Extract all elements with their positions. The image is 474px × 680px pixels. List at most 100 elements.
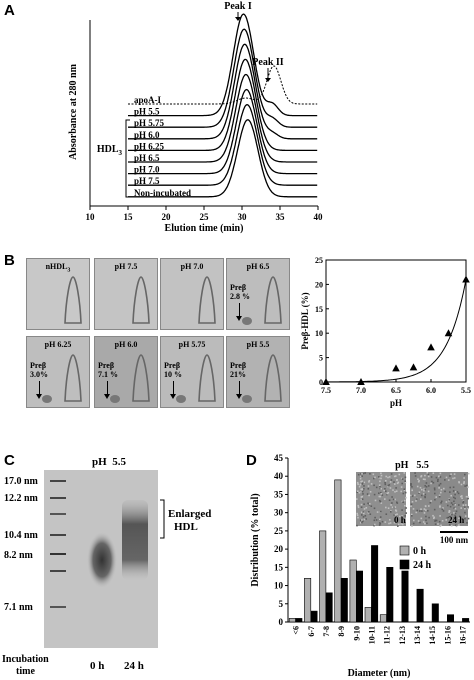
preb-band bbox=[110, 395, 120, 403]
y-tick-label: 0 bbox=[279, 617, 284, 627]
data-point bbox=[322, 378, 330, 385]
x-tick-label: 13-14 bbox=[413, 626, 422, 645]
band-0h bbox=[87, 532, 117, 588]
gel-thumbnail: pH 6.0 Preβ 7.1 % bbox=[94, 336, 158, 408]
data-point bbox=[427, 343, 435, 351]
x-tick-label: <6 bbox=[292, 626, 301, 635]
y-tick-label: 20 bbox=[315, 280, 323, 289]
bar-24h bbox=[371, 545, 379, 623]
elution-x-tick: 30 bbox=[238, 212, 248, 222]
trace-label: apoA-I bbox=[134, 95, 162, 105]
hdl3-label: HDL3 bbox=[97, 144, 123, 157]
y-tick-label: 10 bbox=[274, 581, 284, 591]
down-arrow-icon bbox=[36, 381, 42, 399]
gel-thumbnail: pH 5.75 Preβ 10 % bbox=[160, 336, 224, 408]
scatter-x-label: pH bbox=[390, 398, 402, 408]
marker-ladder bbox=[50, 480, 66, 608]
elution-trace bbox=[128, 88, 318, 175]
data-point bbox=[462, 275, 470, 283]
elution-x-tick: 10 bbox=[86, 212, 96, 222]
alpha-band bbox=[64, 354, 82, 402]
legend-swatch bbox=[399, 545, 410, 556]
plot-frame bbox=[325, 259, 467, 383]
data-point bbox=[392, 364, 400, 372]
gel-thumbnail: pH 6.5 Preβ 2.8 % bbox=[226, 258, 290, 330]
alpha-band bbox=[264, 354, 282, 402]
x-tick-label: 5.5 bbox=[461, 386, 471, 395]
bar-24h bbox=[325, 592, 333, 623]
bar-24h bbox=[340, 578, 348, 623]
scale-bar-label: 100 nm bbox=[440, 535, 469, 545]
gel-label: pH 7.0 bbox=[180, 262, 204, 271]
preb-band bbox=[42, 395, 52, 403]
y-tick-label: 40 bbox=[274, 471, 284, 481]
legend-label: 0 h bbox=[413, 546, 427, 557]
em-inset bbox=[356, 472, 470, 528]
trace-label: pH 6.25 bbox=[134, 141, 165, 151]
peak2-label: Peak II bbox=[252, 57, 284, 68]
trace-label: Non-incubated bbox=[134, 188, 191, 198]
gel-thumbnail: pH 7.5 bbox=[94, 258, 158, 330]
preb-band bbox=[242, 395, 252, 403]
bar-24h bbox=[356, 570, 364, 623]
y-tick-label: 5 bbox=[279, 599, 284, 609]
elution-trace bbox=[128, 119, 318, 198]
trace-label: pH 5.5 bbox=[134, 107, 160, 117]
bar-24h bbox=[416, 588, 424, 623]
peak1-label: Peak I bbox=[224, 1, 252, 12]
marker-17: 17.0 nm bbox=[4, 476, 38, 487]
y-tick-label: 20 bbox=[274, 544, 284, 554]
elution-trace bbox=[128, 43, 318, 140]
preb-band bbox=[242, 317, 252, 325]
elution-x-tick: 20 bbox=[162, 212, 172, 222]
bar-0h bbox=[334, 479, 342, 623]
preb-annotation: Preβ 3.0% bbox=[30, 361, 48, 379]
x-tick-label: 6.5 bbox=[391, 386, 401, 395]
data-point bbox=[357, 378, 365, 385]
inset-24h-label: 24 h bbox=[448, 515, 464, 525]
down-arrow-icon bbox=[104, 381, 110, 399]
incubation-label: Incubation time bbox=[2, 654, 49, 677]
x-tick-label: 7.5 bbox=[321, 386, 331, 395]
elution-y-label: Absorbance at 280 nm bbox=[68, 63, 79, 160]
preb-annotation: Preβ 10 % bbox=[164, 361, 182, 379]
x-tick-label: 7.0 bbox=[356, 386, 366, 395]
x-tick-label: 12-13 bbox=[398, 626, 407, 645]
bar-24h bbox=[386, 567, 394, 623]
bar-0h bbox=[304, 578, 312, 623]
inset-0h-label: 0 h bbox=[394, 515, 406, 525]
trace-label: pH 7.5 bbox=[134, 176, 160, 186]
alpha-band bbox=[64, 276, 82, 324]
bar-24h bbox=[431, 603, 439, 623]
alpha-band bbox=[198, 354, 216, 402]
y-tick-label: 0 bbox=[319, 378, 323, 387]
elution-trace bbox=[128, 28, 318, 128]
marker-10: 10.4 nm bbox=[4, 530, 38, 541]
gel-label: nHDL3 bbox=[45, 262, 71, 274]
elution-chart: 10 15 20 25 30 35 40 Elution time (min) Absorb… bbox=[68, 1, 324, 234]
elution-trace bbox=[128, 13, 318, 117]
y-tick-label: 5 bbox=[319, 354, 323, 363]
elution-x-tick: 25 bbox=[200, 212, 210, 222]
x-tick-label: 6-7 bbox=[307, 626, 316, 637]
bar-24h bbox=[447, 614, 455, 623]
alpha-band bbox=[264, 276, 282, 324]
gel-thumbnail: pH 6.25 Preβ 3.0% bbox=[26, 336, 90, 408]
elution-trace bbox=[128, 104, 318, 186]
y-tick-label: 15 bbox=[315, 305, 323, 314]
bar-y-label: Distribution (% total) bbox=[250, 493, 261, 586]
diameter-distribution-chart: pH 5.5 0 h 24 h 100 nm 0 5 10 15 20 25 30 35 40 45 <6 6-… bbox=[250, 453, 470, 679]
data-point bbox=[409, 363, 418, 371]
panel-label-c: C bbox=[4, 452, 15, 469]
elution-trace bbox=[128, 58, 318, 152]
x-tick-label: 8-9 bbox=[337, 626, 346, 637]
fit-curve bbox=[326, 279, 467, 383]
y-tick-label: 10 bbox=[315, 329, 323, 338]
alpha-band bbox=[132, 354, 150, 402]
trace-label: pH 6.5 bbox=[134, 153, 160, 163]
gel-label: pH 6.25 bbox=[44, 340, 72, 349]
panel-label-b: B bbox=[4, 252, 15, 269]
elution-x-tick: 40 bbox=[314, 212, 324, 222]
legend-label: 24 h bbox=[413, 560, 432, 571]
y-tick-label: 25 bbox=[315, 256, 323, 265]
